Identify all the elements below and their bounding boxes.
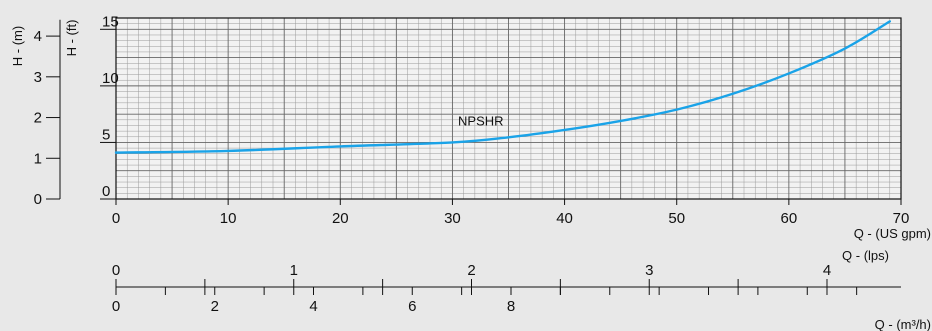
m3h-tick-label: 8 [507,298,515,315]
y-tick-label-ft: 15 [102,13,119,30]
m3h-tick-label: 2 [211,298,219,315]
plot-frame [115,17,902,200]
x-tick-label: 30 [444,210,461,227]
y-axis-label-m: H - (m) [10,26,25,66]
x-tick-label: 0 [112,210,120,227]
y-tick-label-m: 0 [34,191,42,208]
lps-tick-label: 1 [290,262,298,279]
lps-tick-label: 4 [823,262,831,279]
x-tick-label: 20 [332,210,349,227]
x-tick-label: 10 [220,210,237,227]
lps-tick-label: 0 [112,262,120,279]
axes [46,19,902,295]
x-axis-label-lps: Q - (lps) [842,248,889,263]
y-axis-label-ft: H - (ft) [64,20,79,57]
y-tick-label-ft: 5 [102,126,110,143]
lps-tick-label: 2 [467,262,475,279]
y-tick-label-m: 3 [34,69,42,86]
lps-tick-label: 3 [645,262,653,279]
npshr-curve [114,20,891,154]
x-axis-label-m3h: Q - (m³/h) [875,317,931,331]
x-tick-label: 50 [668,210,685,227]
y-tick-label-ft: 0 [102,183,110,200]
series-layer [114,20,891,154]
y-tick-label-m: 2 [34,110,42,127]
series-label-npshr: NPSHR [458,113,504,128]
m3h-tick-label: 0 [112,298,120,315]
y-tick-label-ft: 10 [102,70,119,87]
y-tick-label-m: 4 [34,28,42,45]
m3h-tick-label: 6 [408,298,416,315]
x-tick-label: 70 [893,210,910,227]
m3h-tick-label: 4 [309,298,317,315]
x-tick-label: 60 [781,210,798,227]
y-tick-label-m: 1 [34,150,42,167]
x-tick-label: 40 [556,210,573,227]
x-axis-label-gpm: Q - (US gpm) [854,226,931,241]
